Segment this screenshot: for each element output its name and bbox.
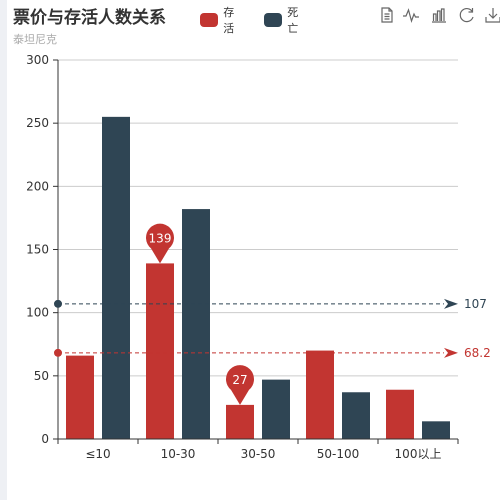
y-tick-label: 200	[26, 179, 49, 193]
chart-subtitle: 泰坦尼克	[13, 33, 57, 46]
mark-point-label: 139	[149, 231, 172, 245]
bar	[226, 404, 254, 439]
y-tick-label: 100	[26, 306, 49, 320]
legend-swatch-survived	[200, 13, 219, 27]
mark-line-arrow	[444, 347, 458, 358]
bar	[386, 389, 414, 439]
legend-label-survived: 存活	[223, 6, 235, 35]
x-tick-label: 10-30	[161, 447, 196, 461]
bar	[146, 263, 174, 439]
line-chart-icon[interactable]	[402, 6, 420, 24]
x-tick-label: 50-100	[317, 447, 360, 461]
mark-point-label: 27	[232, 373, 247, 387]
bar	[342, 392, 370, 439]
save-image-icon[interactable]	[484, 6, 500, 24]
bar	[102, 116, 130, 439]
mark-line-label: 68.2	[464, 346, 491, 360]
left-strip	[0, 0, 7, 500]
legend-swatch-died	[264, 13, 283, 27]
mark-line-start-dot	[54, 348, 62, 357]
bar	[66, 355, 94, 439]
mark-line-arrow	[444, 298, 458, 309]
x-tick-label: 30-50	[241, 447, 276, 461]
bar	[182, 209, 210, 439]
bar	[306, 350, 334, 439]
mark-point-pin	[225, 365, 254, 405]
chart-title: 票价与存活人数关系	[13, 8, 166, 28]
restore-icon[interactable]	[458, 6, 476, 24]
bar	[262, 379, 290, 439]
mark-line-label: 107	[464, 297, 487, 311]
y-tick-label: 50	[34, 369, 49, 383]
bar-chart-icon[interactable]	[430, 6, 448, 24]
legend-item-survived[interactable]: 存活	[200, 4, 240, 36]
x-tick-label: ≤10	[85, 447, 110, 461]
y-tick-label: 250	[26, 116, 49, 130]
bar	[422, 421, 450, 439]
y-tick-label: 300	[26, 53, 49, 67]
y-tick-label: 0	[41, 432, 49, 446]
y-tick-label: 150	[26, 243, 49, 257]
x-tick-label: 100以上	[395, 447, 442, 461]
mark-line-start-dot	[54, 299, 62, 308]
data-view-icon[interactable]	[378, 6, 396, 24]
legend-item-died[interactable]: 死亡	[264, 4, 304, 36]
legend-label-died: 死亡	[287, 6, 299, 35]
mark-point-pin	[146, 223, 174, 264]
